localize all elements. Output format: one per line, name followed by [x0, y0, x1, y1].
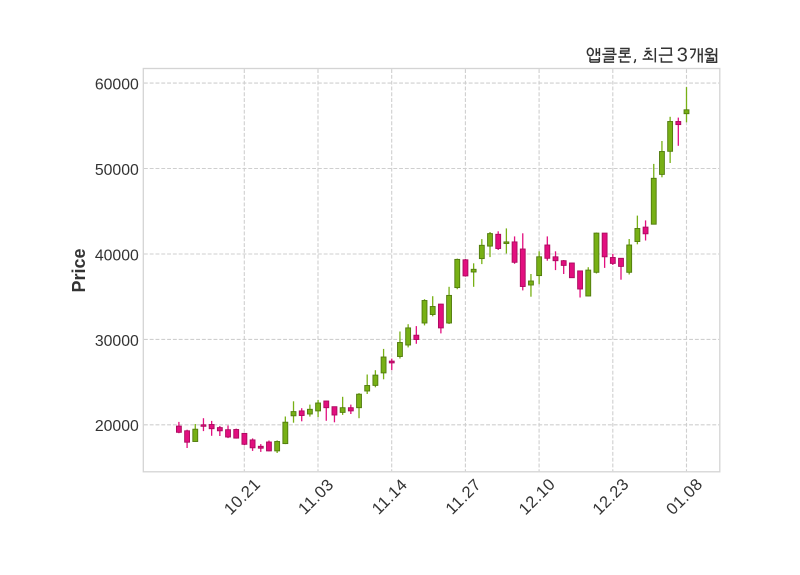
svg-text:60000: 60000 — [95, 77, 139, 94]
svg-text:30000: 30000 — [95, 333, 139, 350]
svg-text:40000: 40000 — [95, 247, 139, 264]
svg-text:Price: Price — [69, 248, 89, 292]
svg-text:50000: 50000 — [95, 162, 139, 179]
svg-text:20000: 20000 — [95, 418, 139, 435]
svg-text:3: 3 — [677, 45, 688, 67]
